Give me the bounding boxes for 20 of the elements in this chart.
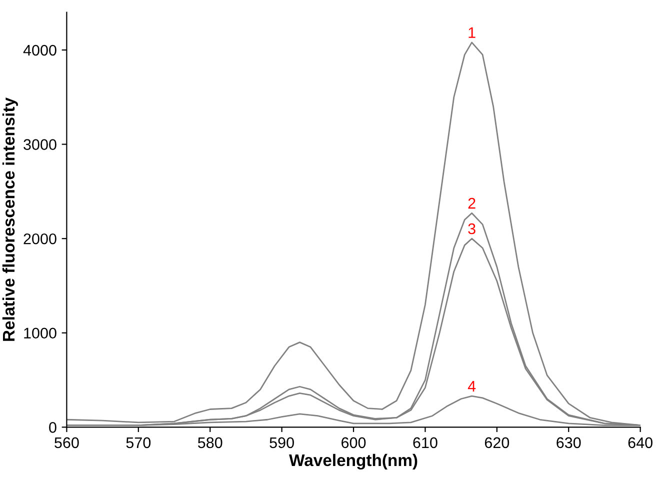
y-tick-label: 2000 xyxy=(24,233,56,244)
x-tick-label: 570 xyxy=(126,437,151,448)
series-label: 2 xyxy=(468,198,476,209)
x-tick-label: 610 xyxy=(413,437,438,448)
x-tick-label: 630 xyxy=(556,437,581,448)
x-tick-label: 560 xyxy=(54,437,79,448)
x-tick-label: 640 xyxy=(628,437,652,448)
series-label: 4 xyxy=(468,380,476,392)
y-tick-label: 0 xyxy=(49,422,56,433)
x-tick-label: 620 xyxy=(484,437,510,448)
series-label: 3 xyxy=(468,223,476,234)
x-tick-label: 590 xyxy=(270,437,294,448)
x-tick-label: 580 xyxy=(198,437,222,448)
x-axis-title: Wavelength(nm) xyxy=(289,454,418,470)
y-axis-title: Relative fluorescence intensity xyxy=(2,98,18,341)
x-tick-label: 600 xyxy=(342,437,366,448)
y-tick-label: 3000 xyxy=(24,139,56,150)
y-tick-label: 1000 xyxy=(24,328,56,339)
y-tick-label: 4000 xyxy=(23,44,56,56)
series-label: 1 xyxy=(468,27,476,38)
